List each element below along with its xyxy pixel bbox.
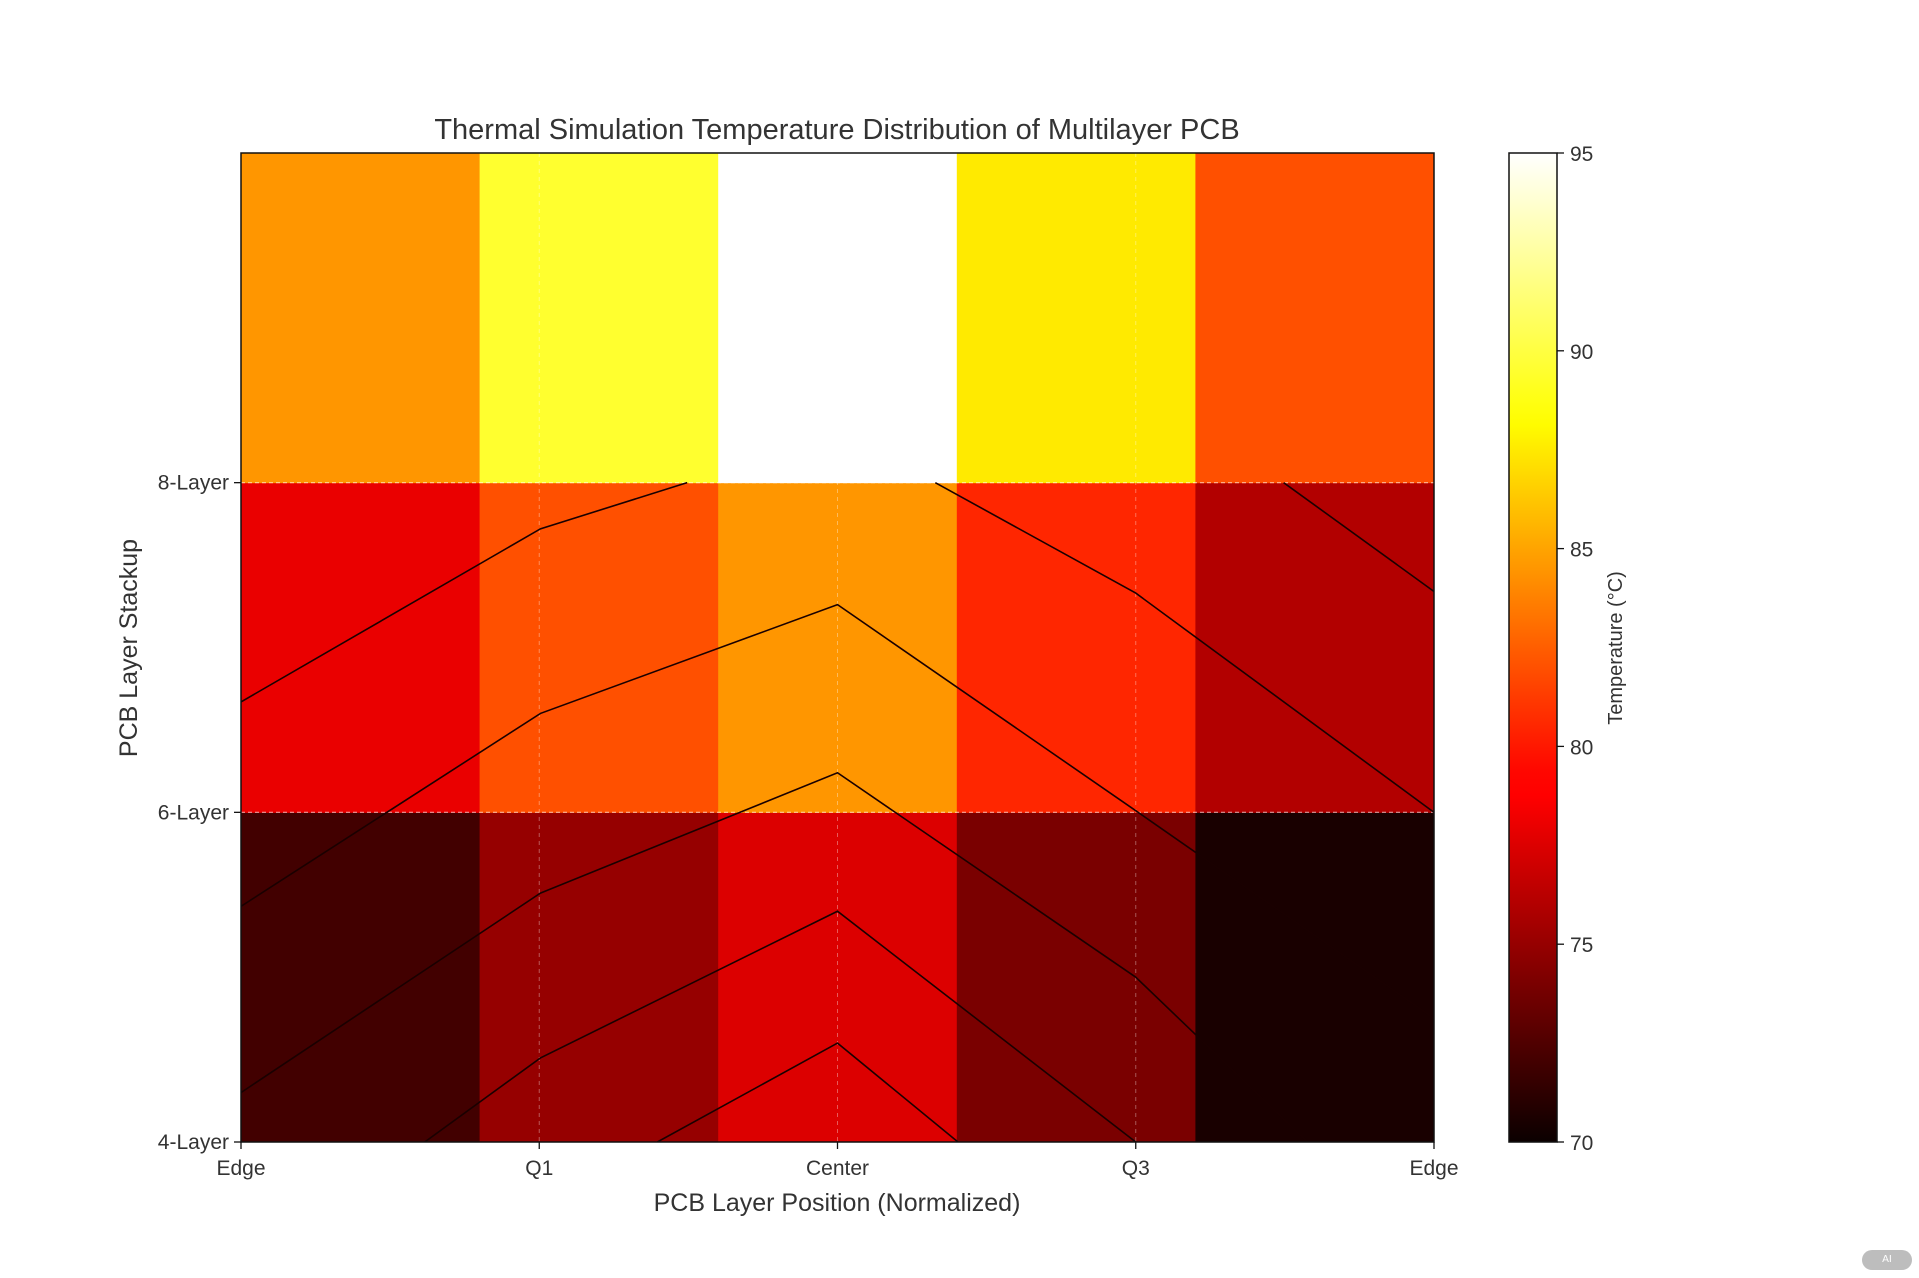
x-tick-label: Q3 (1122, 1157, 1150, 1180)
colorbar-tick-label: 85 (1570, 539, 1593, 562)
heatmap-cell (718, 482, 958, 813)
contour-lines (241, 481, 1434, 1142)
colorbar-tick-label: 70 (1570, 1132, 1593, 1155)
colorbar-tick-label: 80 (1570, 736, 1593, 759)
x-axis-ticks: Edge Q1 Center Q3 Edge (216, 1142, 1459, 1180)
contour-line (424, 910, 1137, 1142)
heatmap-cell (479, 153, 719, 484)
heatmap-cell (956, 153, 1196, 484)
heatmap-cell (479, 812, 719, 1143)
y-tick-label: 4-Layer (158, 1131, 229, 1154)
contour-line (1283, 482, 1434, 593)
y-tick-label: 8-Layer (158, 472, 229, 495)
heatmap-cell (241, 153, 481, 484)
heatmap-cell (1195, 482, 1435, 813)
heatmap-cell (956, 812, 1196, 1143)
heatmap-cell (1195, 812, 1435, 1143)
y-axis-ticks: 4-Layer 6-Layer 8-Layer (158, 472, 241, 1154)
heatmap-cell (956, 482, 1196, 813)
colorbar-label: Temperature (°C) (1605, 571, 1627, 725)
x-tick-label: Edge (1409, 1157, 1458, 1180)
x-axis-label: PCB Layer Position (Normalized) (654, 1189, 1021, 1217)
chart-title: Thermal Simulation Temperature Distribut… (434, 114, 1239, 146)
contour-line (656, 1042, 959, 1142)
y-axis-label: PCB Layer Stackup (115, 539, 143, 757)
heatmap-cell (241, 482, 481, 813)
y-tick-label: 6-Layer (158, 801, 229, 824)
colorbar (1508, 152, 1558, 1143)
colorbar-tick-label: 95 (1570, 143, 1593, 166)
x-tick-label: Edge (216, 1157, 265, 1180)
contour-line (934, 481, 1434, 813)
contour-line (241, 771, 1309, 1142)
contour-line (241, 603, 1434, 1020)
watermark-badge: AI (1862, 1250, 1912, 1270)
colorbar-ticks: 70 75 80 85 90 95 (1557, 143, 1593, 1155)
heatmap-cell (241, 812, 481, 1143)
heatmap-cell (479, 482, 719, 813)
heatmap-cell (718, 153, 958, 484)
heatmap-cells (241, 153, 1435, 1143)
contour-line (241, 481, 688, 703)
x-tick-label: Q1 (525, 1157, 553, 1180)
colorbar-tick-label: 75 (1570, 934, 1593, 957)
heatmap-cell (1195, 153, 1435, 484)
x-tick-label: Center (806, 1157, 869, 1180)
colorbar-tick-label: 90 (1570, 341, 1593, 364)
